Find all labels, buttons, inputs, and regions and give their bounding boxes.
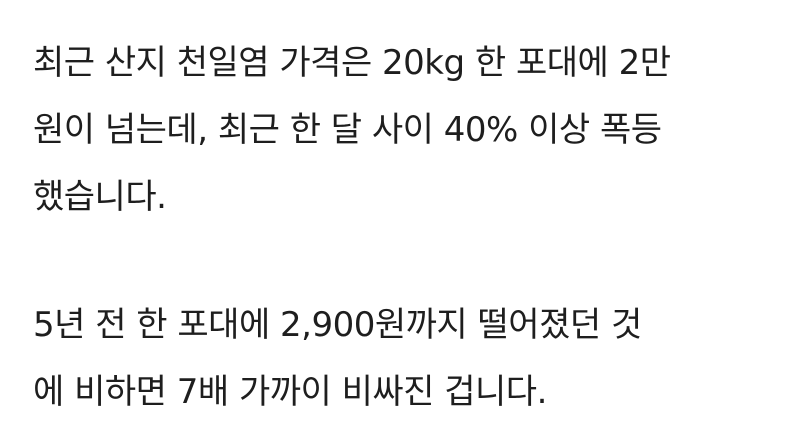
text-line: 원이 넘는데, 최근 한 달 사이 40% 이상 폭등: [33, 110, 662, 150]
paragraph: 최근 산지 천일염 가격은 20kg 한 포대에 2만 원이 넘는데, 최근 한…: [33, 30, 793, 231]
text-line: 했습니다.: [33, 177, 167, 217]
text-line: 에 비하면 7배 가까이 비싸진 겁니다.: [33, 372, 547, 412]
text-line: 5년 전 한 포대에 2,900원까지 떨어졌던 것: [33, 305, 642, 345]
text-line: 최근 산지 천일염 가격은 20kg 한 포대에 2만: [33, 43, 671, 83]
paragraph: 5년 전 한 포대에 2,900원까지 떨어졌던 것 에 비하면 7배 가까이 …: [33, 292, 793, 426]
